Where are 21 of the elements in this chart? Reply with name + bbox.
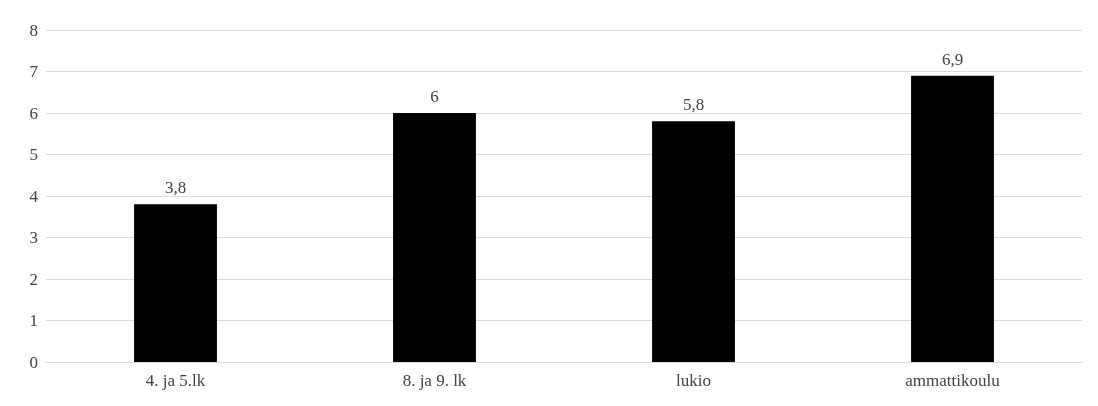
- data-label: 3,8: [164, 178, 187, 198]
- x-tick-label: ammattikoulu: [905, 371, 1001, 390]
- y-tick-label: 2: [29, 269, 38, 289]
- x-tick-label: lukio: [676, 371, 711, 390]
- bar: [393, 113, 476, 362]
- y-tick-label: 1: [29, 311, 38, 330]
- y-tick-label: 5: [29, 145, 38, 164]
- data-label: 6,9: [941, 49, 964, 69]
- bar: [134, 204, 217, 362]
- x-tick-label: 8. ja 9. lk: [402, 371, 467, 390]
- y-tick-label: 8: [29, 20, 38, 40]
- y-tick-label: 0: [29, 352, 38, 372]
- y-tick-label: 4: [29, 186, 39, 206]
- bar: [911, 75, 994, 362]
- x-tick-label: 4. ja 5.lk: [145, 371, 206, 390]
- y-tick-label: 7: [29, 62, 39, 81]
- data-label: 5,8: [682, 95, 705, 115]
- y-tick-label: 6: [29, 103, 38, 123]
- y-tick-label: 3: [29, 228, 38, 247]
- data-label: 6: [430, 87, 439, 106]
- bar: [652, 121, 735, 362]
